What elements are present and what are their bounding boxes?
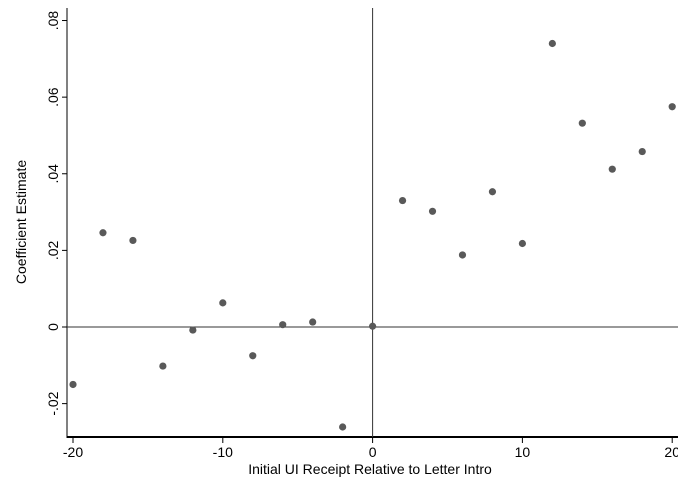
data-point <box>279 321 287 329</box>
x-tick-label: -10 <box>213 444 233 460</box>
y-axis-title: Coefficient Estimate <box>13 160 29 284</box>
reference-lines-group <box>67 8 678 437</box>
data-point <box>518 239 527 248</box>
data-point <box>369 322 377 330</box>
x-tick-label: 20 <box>664 444 678 460</box>
x-tick-label: 10 <box>515 444 531 460</box>
x-tick-label: 0 <box>369 444 377 460</box>
data-point <box>548 39 556 48</box>
data-point <box>309 318 317 326</box>
y-tick-label: .02 <box>45 240 61 260</box>
data-point <box>69 380 77 389</box>
points-group <box>69 39 676 431</box>
axes-group <box>62 8 678 443</box>
data-point <box>129 236 137 245</box>
data-point <box>398 196 407 205</box>
data-point <box>219 299 227 307</box>
x-tick-label: -20 <box>63 444 83 460</box>
y-tick-label: -.02 <box>45 391 61 415</box>
data-point <box>578 119 586 127</box>
data-point <box>608 165 616 173</box>
data-point <box>488 188 497 196</box>
data-point <box>458 251 467 259</box>
y-tick-label: .04 <box>45 164 61 184</box>
y-tick-label: 0 <box>45 323 61 331</box>
data-point <box>638 147 646 156</box>
labels-group: Initial UI Receipt Relative to Letter In… <box>13 11 678 477</box>
y-tick-label: .06 <box>45 87 61 107</box>
data-point <box>159 362 167 370</box>
data-point <box>428 207 437 215</box>
data-point <box>249 352 257 360</box>
x-axis-title: Initial UI Receipt Relative to Letter In… <box>248 461 492 477</box>
y-tick-label: .08 <box>45 11 61 31</box>
data-point <box>189 326 197 334</box>
data-point <box>339 423 347 431</box>
data-point <box>99 229 107 237</box>
data-point <box>668 103 676 111</box>
